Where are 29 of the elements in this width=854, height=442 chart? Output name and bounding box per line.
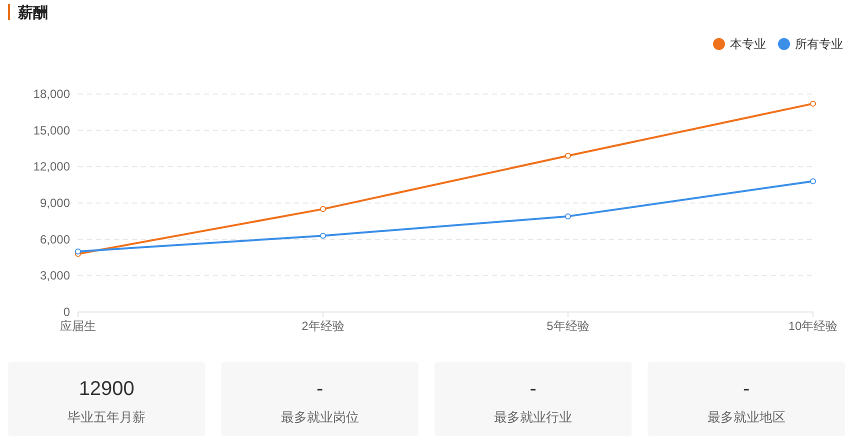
point [565, 152, 571, 159]
text: - [743, 378, 750, 400]
text: 最多就业行业 [494, 410, 572, 424]
y-tick-label: 9,000 [40, 196, 70, 210]
y-tick-label: 3,000 [40, 268, 70, 283]
text: 最多就业岗位 [280, 410, 359, 424]
legend-label: 本专业 [730, 37, 766, 51]
point [75, 248, 81, 254]
x-tick-label: 2年经验 [302, 319, 344, 333]
point [320, 206, 326, 212]
text: 毕业五年月薪 [68, 410, 146, 424]
legend-label: 所有专业 [795, 37, 843, 51]
y-tick-label: 18,000 [33, 87, 70, 101]
chart-title: 薪酬 [17, 4, 48, 22]
x-tick-label: 5年经验 [546, 319, 590, 333]
y-tick-label: 15,000 [33, 123, 70, 138]
point [565, 213, 571, 220]
point [320, 232, 326, 239]
text: - [316, 378, 324, 400]
text: 最多就业地区 [707, 410, 786, 424]
x-tick-label: 应届生 [60, 319, 96, 333]
y-tick-label: 12,000 [33, 160, 70, 174]
text: - [530, 378, 536, 400]
text: 12900 [78, 378, 134, 400]
point [810, 100, 816, 107]
point [810, 178, 816, 184]
y-tick-label: 6,000 [40, 232, 70, 246]
y-tick-label: 0 [63, 305, 70, 319]
x-tick-label: 10年经验 [788, 319, 838, 333]
